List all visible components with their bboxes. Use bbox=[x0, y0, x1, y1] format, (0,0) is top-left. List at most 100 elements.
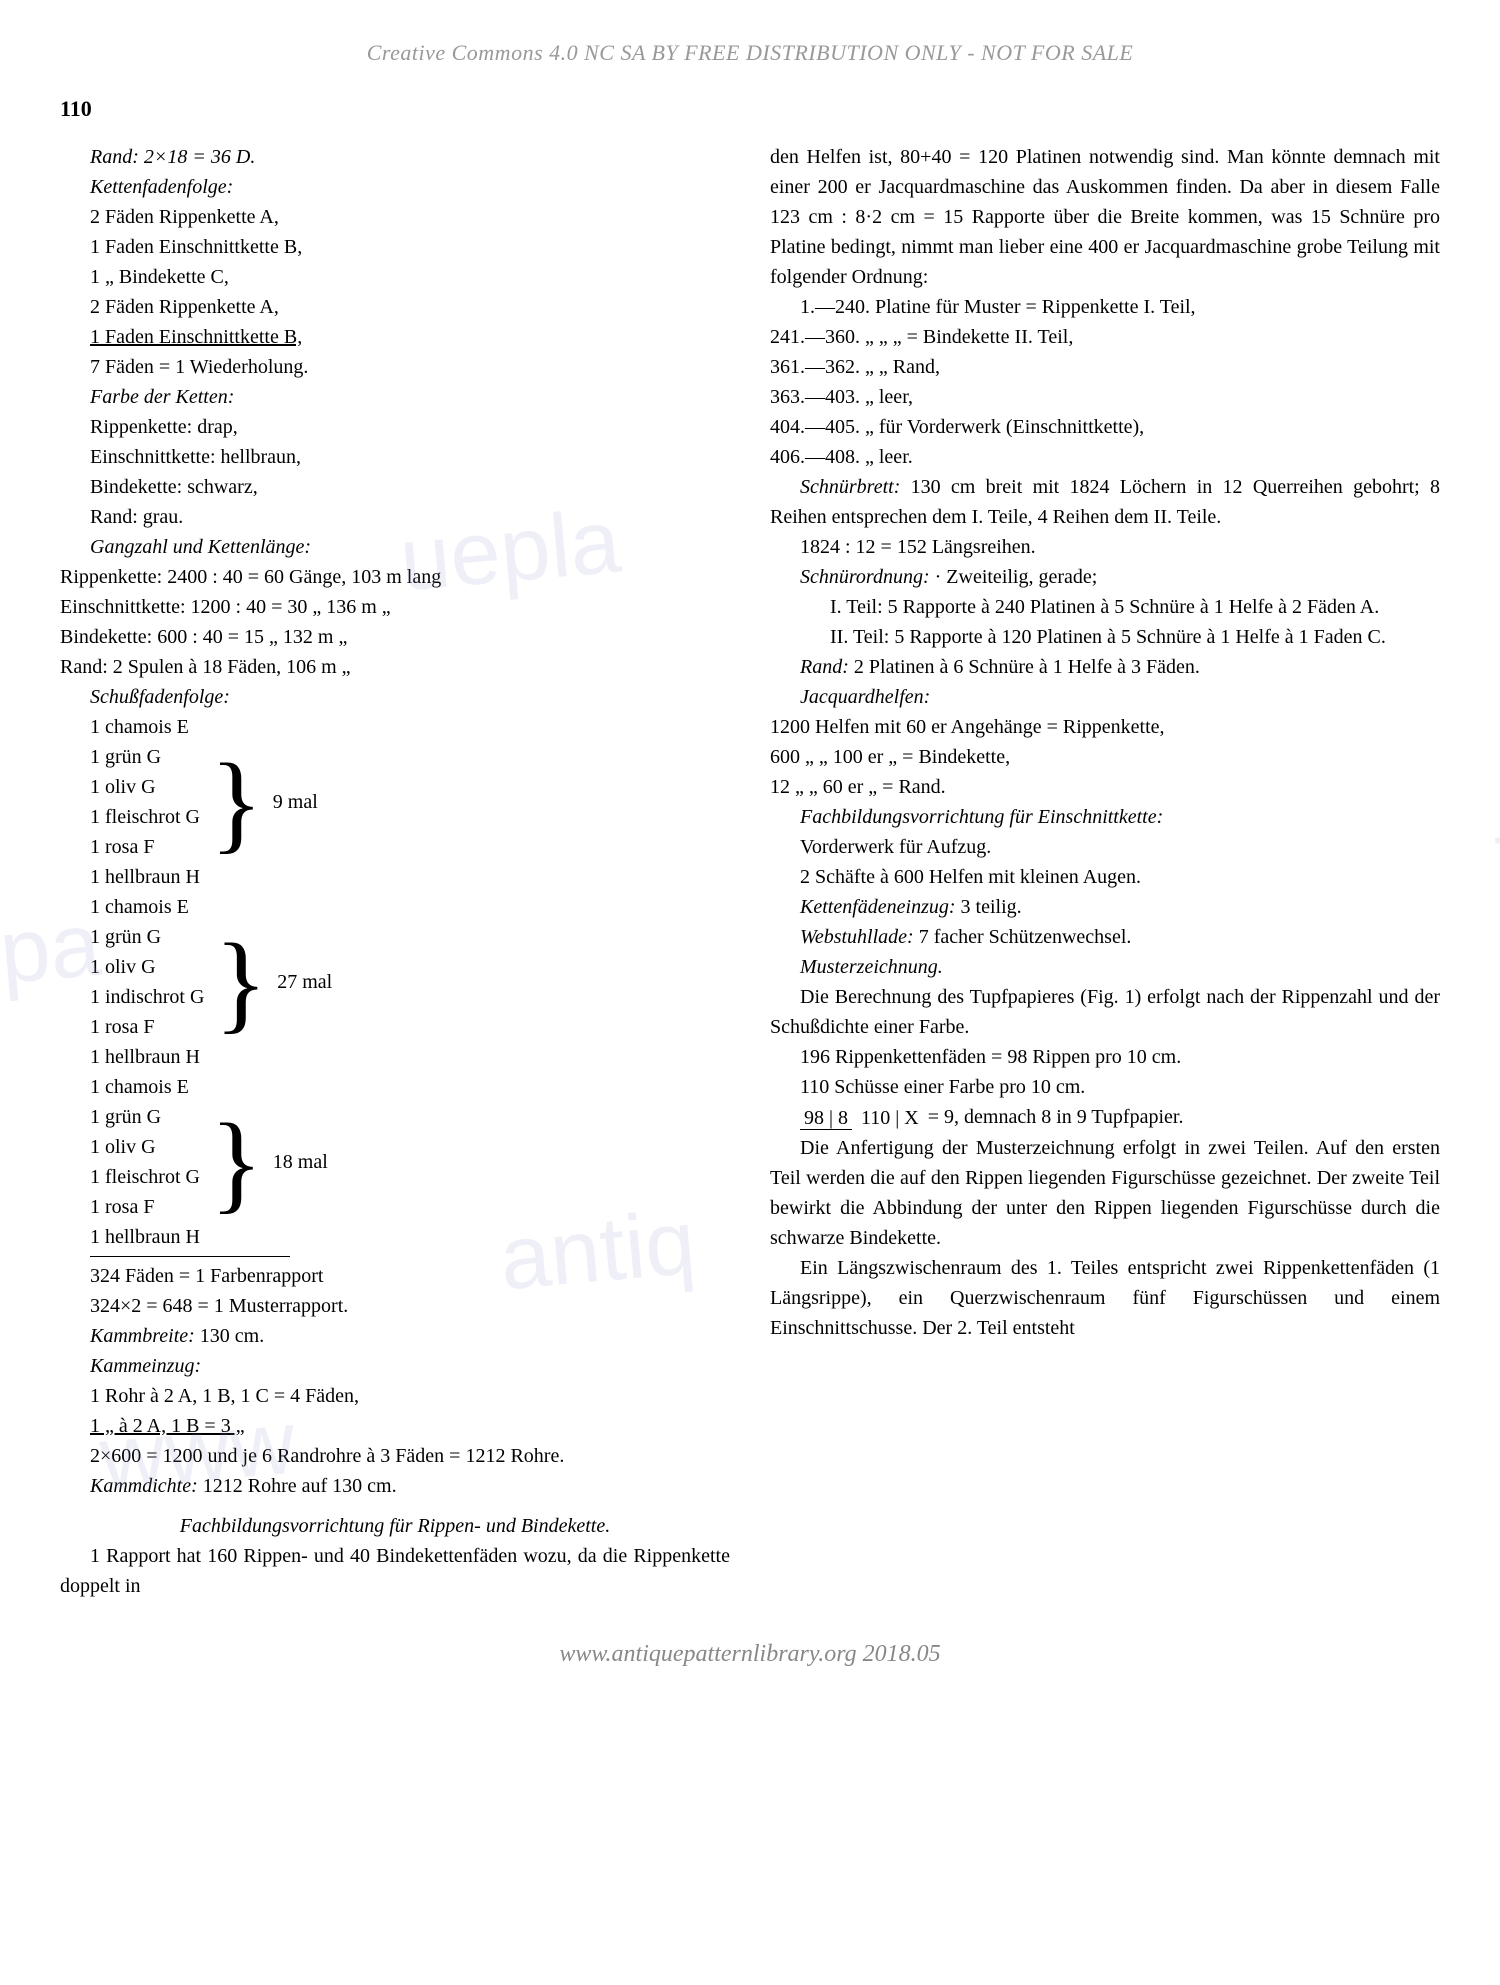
gangzahl-title: Gangzahl und Kettenlänge: bbox=[90, 532, 730, 562]
kammeinzug-line: 1 Rohr à 2 A, 1 B, 1 C = 4 Fäden, bbox=[90, 1381, 730, 1411]
jacquard-line: 1200 Helfen mit 60 er Angehänge = Rippen… bbox=[770, 712, 1440, 742]
ketteneinzug-label: Kettenfädeneinzug: bbox=[800, 896, 956, 918]
thread-item: 1 fleischrot G bbox=[90, 1162, 200, 1192]
text-columns: Rand: 2×18 = 36 D. Kettenfadenfolge: 2 F… bbox=[60, 142, 1440, 1601]
webstuhllade-val: 7 facher Schützenwechsel. bbox=[919, 926, 1132, 948]
thread-item: 1 hellbraun H bbox=[90, 1222, 200, 1252]
rand-line: Rand: 2×18 = 36 D. bbox=[90, 146, 255, 168]
kammdichte-label: Kammdichte: bbox=[90, 1475, 198, 1497]
fachbildung-title: Fachbildungsvorrichtung für Rippen- und … bbox=[60, 1511, 730, 1541]
thread-item: 1 chamois E bbox=[90, 712, 200, 742]
rand-text: 2 Platinen à 6 Schnüre à 1 Helfe à 3 Fäd… bbox=[854, 656, 1200, 678]
schaefte-line: 2 Schäfte à 600 Helfen mit kleinen Augen… bbox=[800, 862, 1440, 892]
kammbreite: Kammbreite: bbox=[90, 1325, 195, 1347]
group-label: 9 mal bbox=[273, 787, 318, 817]
farbe-line: Rand: grau. bbox=[90, 502, 730, 532]
kammeinzug-line: 1 „ à 2 A, 1 B = 3 „ bbox=[90, 1411, 730, 1441]
gangzahl-line: Bindekette: 600 : 40 = 15 „ 132 m „ bbox=[60, 622, 730, 652]
kf-line: 1 „ Bindekette C, bbox=[90, 262, 730, 292]
thread-group-1: 1 chamois E 1 grün G 1 oliv G 1 fleischr… bbox=[90, 712, 730, 892]
thread-group-2: 1 chamois E 1 grün G 1 oliv G 1 indischr… bbox=[90, 892, 730, 1072]
paragraph: den Helfen ist, 80+40 = 120 Platinen not… bbox=[770, 142, 1440, 292]
divider-line bbox=[90, 1256, 290, 1257]
thread-item: 1 rosa F bbox=[90, 832, 200, 862]
thread-item: 1 oliv G bbox=[90, 952, 204, 982]
gangzahl-line: Einschnittkette: 1200 : 40 = 30 „ 136 m … bbox=[60, 592, 730, 622]
teil-line: I. Teil: 5 Rapporte à 240 Platinen à 5 S… bbox=[830, 592, 1440, 622]
watermark: ter bbox=[1491, 796, 1500, 908]
group-label: 18 mal bbox=[273, 1147, 328, 1177]
brace-icon: } bbox=[210, 753, 263, 852]
calc-line: 196 Rippenkettenfäden = 98 Rippen pro 10… bbox=[800, 1042, 1440, 1072]
paragraph: Die Anfertigung der Musterzeichnung erfo… bbox=[770, 1133, 1440, 1253]
kf-line: 1 Faden Einschnittkette B, bbox=[90, 232, 730, 262]
kf-line: 1 Faden Einschnittkette B, bbox=[90, 322, 730, 352]
calc-line: 1824 : 12 = 152 Längsreihen. bbox=[800, 532, 1440, 562]
sum-line: 324×2 = 648 = 1 Musterrapport. bbox=[90, 1291, 730, 1321]
fachbildung2-title: Fachbildungsvorrichtung für Einschnittke… bbox=[800, 806, 1163, 828]
kammdichte-val: 1212 Rohre auf 130 cm. bbox=[203, 1475, 397, 1497]
thread-item: 1 grün G bbox=[90, 742, 200, 772]
kf-sum: 7 Fäden = 1 Wiederholung. bbox=[90, 352, 730, 382]
kettenfadenfolge-title: Kettenfadenfolge: bbox=[90, 172, 730, 202]
brace-icon: } bbox=[210, 1113, 263, 1212]
left-column: Rand: 2×18 = 36 D. Kettenfadenfolge: 2 F… bbox=[60, 142, 730, 1601]
kf-line: 2 Fäden Rippenkette A, bbox=[90, 202, 730, 232]
schuss-title: Schußfadenfolge: bbox=[90, 682, 730, 712]
jacquard-line: 12 „ „ 60 er „ = Rand. bbox=[770, 772, 1440, 802]
paragraph: Ein Längszwischenraum des 1. Teiles ents… bbox=[770, 1253, 1440, 1343]
thread-item: 1 grün G bbox=[90, 1102, 200, 1132]
jacquard-title: Jacquardhelfen: bbox=[800, 682, 1440, 712]
schnurbrett-title: Schnürbrett: bbox=[800, 476, 900, 498]
thread-item: 1 rosa F bbox=[90, 1012, 204, 1042]
kammeinzug-title: Kammeinzug: bbox=[90, 1351, 730, 1381]
musterzeichnung-title: Musterzeichnung. bbox=[800, 952, 1440, 982]
ordnung-line: 363.—403. „ leer, bbox=[770, 382, 1440, 412]
musterzeichnung-p: Die Berechnung des Tupfpapieres (Fig. 1)… bbox=[770, 982, 1440, 1042]
farbe-line: Bindekette: schwarz, bbox=[90, 472, 730, 502]
schnurordnung-sub: · Zweiteilig, gerade; bbox=[935, 566, 1098, 588]
group-label: 27 mal bbox=[277, 967, 332, 997]
thread-item: 1 indischrot G bbox=[90, 982, 204, 1012]
farbe-title: Farbe der Ketten: bbox=[90, 382, 730, 412]
thread-item: 1 oliv G bbox=[90, 1132, 200, 1162]
kf-line: 2 Fäden Rippenkette A, bbox=[90, 292, 730, 322]
thread-item: 1 hellbraun H bbox=[90, 862, 200, 892]
frac-bot: 110 | X bbox=[857, 1107, 923, 1129]
page-number: 110 bbox=[60, 96, 1440, 122]
frac-result: = 9, demnach 8 in 9 Tupfpapier. bbox=[928, 1106, 1184, 1128]
footer-url: www.antiquepatternlibrary.org 2018.05 bbox=[60, 1641, 1440, 1668]
ketteneinzug-val: 3 teilig. bbox=[961, 896, 1022, 918]
farbe-line: Einschnittkette: hellbraun, bbox=[90, 442, 730, 472]
rand-label: Rand: bbox=[800, 656, 849, 678]
gangzahl-line: Rand: 2 Spulen à 18 Fäden, 106 m „ bbox=[60, 652, 730, 682]
calc-line: 110 Schüsse einer Farbe pro 10 cm. bbox=[800, 1072, 1440, 1102]
license-notice: Creative Commons 4.0 NC SA BY FREE DISTR… bbox=[60, 40, 1440, 66]
fachbildung2-text: Vorderwerk für Aufzug. bbox=[800, 832, 1440, 862]
kamm-calc: 2×600 = 1200 und je 6 Randrohre à 3 Fäde… bbox=[90, 1441, 730, 1471]
ordnung-line: 241.—360. „ „ „ = Bindekette II. Teil, bbox=[770, 322, 1440, 352]
brace-icon: } bbox=[214, 933, 267, 1032]
ordnung-line: 404.—405. „ für Vorderwerk (Einschnittke… bbox=[770, 412, 1440, 442]
gangzahl-line: Rippenkette: 2400 : 40 = 60 Gänge, 103 m… bbox=[60, 562, 730, 592]
teil-line: II. Teil: 5 Rapporte à 120 Platinen à 5 … bbox=[830, 622, 1440, 652]
ordnung-line: 406.—408. „ leer. bbox=[770, 442, 1440, 472]
jacquard-line: 600 „ „ 100 er „ = Bindekette, bbox=[770, 742, 1440, 772]
right-column: den Helfen ist, 80+40 = 120 Platinen not… bbox=[770, 142, 1440, 1601]
thread-item: 1 rosa F bbox=[90, 1192, 200, 1222]
thread-item: 1 chamois E bbox=[90, 892, 204, 922]
ordnung-line: 361.—362. „ „ Rand, bbox=[770, 352, 1440, 382]
farbe-line: Rippenkette: drap, bbox=[90, 412, 730, 442]
thread-item: 1 fleischrot G bbox=[90, 802, 200, 832]
thread-group-3: 1 chamois E 1 grün G 1 oliv G 1 fleischr… bbox=[90, 1072, 730, 1252]
thread-item: 1 chamois E bbox=[90, 1072, 200, 1102]
schnurordnung-title: Schnürordnung: bbox=[800, 566, 930, 588]
thread-item: 1 hellbraun H bbox=[90, 1042, 204, 1072]
webstuhllade-label: Webstuhllade: bbox=[800, 926, 914, 948]
thread-item: 1 grün G bbox=[90, 922, 204, 952]
fraction-calc: 98 | 8 110 | X = 9, demnach 8 in 9 Tupfp… bbox=[800, 1102, 1440, 1133]
ordnung-line: 1.—240. Platine für Muster = Rippenkette… bbox=[800, 292, 1440, 322]
sum-line: 324 Fäden = 1 Farbenrapport bbox=[90, 1261, 730, 1291]
frac-top: 98 | 8 bbox=[800, 1107, 852, 1130]
fachbildung-text: 1 Rapport hat 160 Rippen- und 40 Bindeke… bbox=[60, 1541, 730, 1601]
